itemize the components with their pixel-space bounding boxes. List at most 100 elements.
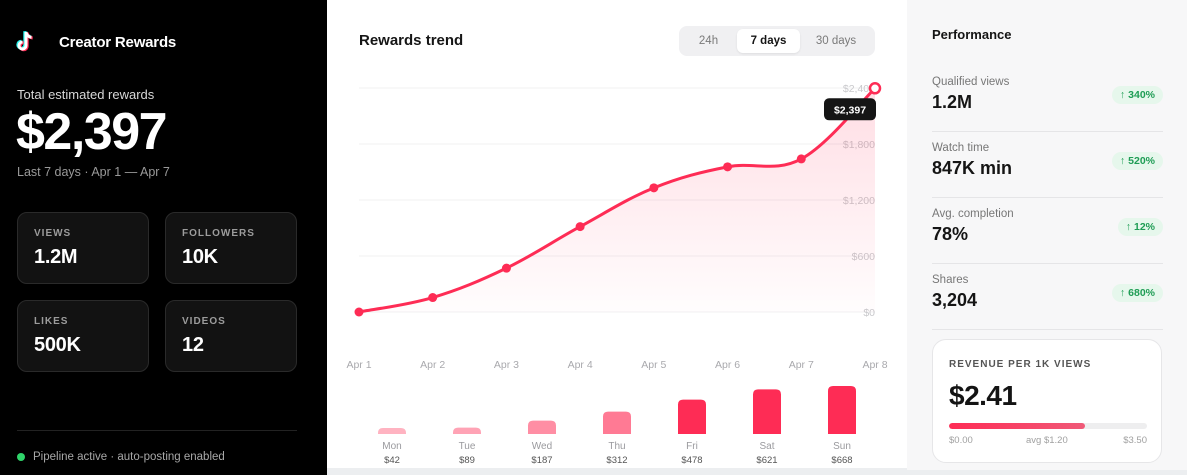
revenue-progress-track <box>949 423 1147 429</box>
x-tick-label: Apr 1 <box>346 359 371 371</box>
x-tick-label: Apr 4 <box>568 359 593 371</box>
pipeline-status: Pipeline active · auto-posting enabled <box>17 451 225 463</box>
x-tick-label: Apr 2 <box>420 359 445 371</box>
date-range: Last 7 days · Apr 1 — Apr 7 <box>17 165 170 179</box>
change-value: 520% <box>1128 155 1155 167</box>
bar-day-label: Sat <box>759 441 774 452</box>
range-24h-button[interactable]: 24h <box>698 35 719 47</box>
tiktok-icon <box>16 30 33 52</box>
bar-day-label: Thu <box>608 441 625 452</box>
total-rewards-value: $2,397 <box>16 103 168 161</box>
x-tick-label: Apr 5 <box>641 359 666 371</box>
performance-title: Performance <box>932 27 1012 42</box>
arrow-up-icon: ↑ <box>1119 89 1126 101</box>
stat-card-followers: FOLLOWERS 10K <box>165 212 297 284</box>
data-point <box>723 162 733 172</box>
arrow-up-icon: ↑ <box>1119 287 1126 299</box>
x-tick-label: Apr 8 <box>862 359 887 371</box>
change-badge: ↑ 340% <box>1111 86 1163 104</box>
stat-value: 10K <box>182 246 218 268</box>
data-point <box>575 222 585 232</box>
stat-card-likes: LIKES 500K <box>17 300 149 372</box>
arrow-up-icon: ↑ <box>1119 155 1126 167</box>
revenue-max: $3.50 <box>1123 435 1147 446</box>
active-data-point <box>868 82 882 95</box>
bar-day-label: Fri <box>686 441 698 452</box>
stat-card-videos: VIDEOS 12 <box>165 300 297 372</box>
bar-value-label: $312 <box>606 455 627 466</box>
bar-value-label: $42 <box>384 455 400 466</box>
daily-bar <box>378 428 406 434</box>
daily-bar <box>453 427 481 434</box>
revenue-label: REVENUE PER 1K VIEWS <box>949 359 1092 370</box>
daily-bar <box>753 389 781 434</box>
arrow-up-icon: ↑ <box>1125 221 1131 233</box>
x-tick-label: Apr 3 <box>494 359 519 371</box>
stat-card-views: VIEWS 1.2M <box>17 212 149 284</box>
bar-value-label: $187 <box>531 455 552 466</box>
daily-bar <box>528 420 556 434</box>
metric-avg-completion: Avg. completion 78% ↑ 12% <box>932 198 1163 264</box>
change-badge: ↑ 12% <box>1117 218 1163 236</box>
total-rewards-label: Total estimated rewards <box>17 87 155 102</box>
trend-title: Rewards trend <box>359 32 464 49</box>
metric-label: Qualified views <box>932 76 1010 88</box>
daily-bar <box>603 411 631 434</box>
summary-panel: Creator Rewards Total estimated rewards … <box>0 0 327 475</box>
metric-label: Avg. completion <box>932 208 1014 220</box>
brand: Creator Rewards <box>14 30 176 54</box>
stat-value: 500K <box>34 334 81 356</box>
metric-value: 1.2M <box>932 92 973 112</box>
stat-label: VIDEOS <box>182 316 226 327</box>
data-point <box>796 154 806 164</box>
metric-value: 847K min <box>932 158 1013 178</box>
trend-panel: Rewards trend 24h 7 days 30 days $0$600$… <box>327 0 907 468</box>
revenue-progress-fill <box>949 423 1086 429</box>
stat-value: 12 <box>182 334 204 356</box>
change-value: 680% <box>1128 287 1155 299</box>
y-tick-label: $2,400 <box>843 83 875 95</box>
range-30d-button[interactable]: 30 days <box>815 35 857 47</box>
change-value: 12% <box>1133 221 1155 233</box>
range-7d-button[interactable]: 7 days <box>737 29 800 53</box>
revenue-value: $2.41 <box>949 380 1017 411</box>
stat-value: 1.2M <box>34 246 78 268</box>
app-title: Creator Rewards <box>59 33 177 51</box>
stat-label: VIEWS <box>34 228 72 239</box>
x-tick-label: Apr 7 <box>789 359 814 371</box>
bar-day-label: Sun <box>833 441 851 452</box>
bar-day-label: Mon <box>382 441 401 452</box>
revenue-avg: avg $1.20 <box>1026 435 1068 446</box>
pipeline-status-text: Pipeline active · auto-posting enabled <box>33 451 225 463</box>
data-point <box>428 293 438 303</box>
bar-value-label: $478 <box>681 455 702 466</box>
range-toggle: 24h 7 days 30 days <box>679 26 875 56</box>
change-badge: ↑ 680% <box>1111 284 1163 302</box>
revenue-per-1k-card: REVENUE PER 1K VIEWS $2.41 $0.00 avg $1.… <box>932 339 1162 463</box>
metric-qualified-views: Qualified views 1.2M ↑ 340% <box>932 66 1163 132</box>
data-point <box>649 183 659 193</box>
metric-watch-time: Watch time 847K min ↑ 520% <box>932 132 1163 198</box>
stat-label: LIKES <box>34 316 69 327</box>
x-tick-label: Apr 6 <box>715 359 740 371</box>
divider <box>17 430 297 431</box>
change-badge: ↑ 520% <box>1111 152 1163 170</box>
metric-value: 3,204 <box>932 290 978 310</box>
performance-panel: Performance Qualified views 1.2M ↑ 340% … <box>907 0 1187 470</box>
bar-day-label: Tue <box>459 441 476 452</box>
tooltip-text: $2,397 <box>834 104 866 116</box>
status-dot-icon <box>17 453 25 461</box>
metric-label: Watch time <box>932 142 990 154</box>
stat-label: FOLLOWERS <box>182 228 255 239</box>
data-point <box>354 307 364 317</box>
daily-bar <box>828 386 856 434</box>
revenue-min: $0.00 <box>949 435 973 446</box>
bar-value-label: $89 <box>459 455 475 466</box>
metric-label: Shares <box>932 274 969 286</box>
change-value: 340% <box>1128 89 1155 101</box>
metric-shares: Shares 3,204 ↑ 680% <box>932 264 1163 330</box>
bar-day-label: Wed <box>532 441 552 452</box>
bar-value-label: $668 <box>831 455 852 466</box>
y-tick-label: $0 <box>863 307 875 319</box>
